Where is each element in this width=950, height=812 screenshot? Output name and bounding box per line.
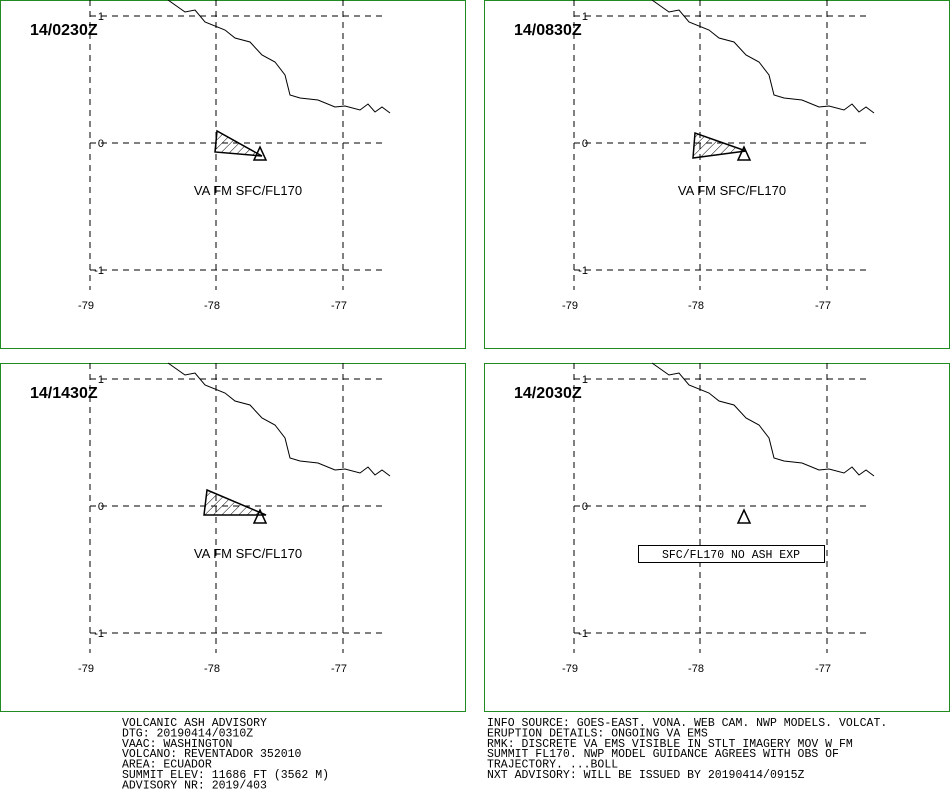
- lon-label: -79: [562, 300, 578, 312]
- coastline: [167, 362, 391, 477]
- panel-border: [0, 0, 466, 349]
- lat-label: 1: [582, 374, 588, 386]
- panel-border: [484, 0, 950, 349]
- coastline: [167, 0, 391, 114]
- volcano-symbol: [736, 508, 752, 524]
- footer-line: VAAC: WASHINGTON: [122, 738, 232, 751]
- volcano-symbol: [252, 508, 268, 524]
- lat-label: 0: [582, 138, 588, 150]
- lon-label: -77: [815, 300, 831, 312]
- footer-line: INFO SOURCE: GOES-EAST. VONA. WEB CAM. N…: [487, 717, 887, 730]
- ash-area: [203, 488, 267, 516]
- footer-line: AREA: ECUADOR: [122, 759, 212, 772]
- lat-label: -1: [578, 265, 588, 277]
- ash-annotation: VA FM SFC/FL170: [678, 183, 786, 198]
- valid-time: 14/0230Z: [30, 22, 98, 39]
- lon-label: -78: [204, 663, 220, 675]
- footer-line: NXT ADVISORY: WILL BE ISSUED BY 20190414…: [487, 769, 805, 782]
- footer-line: RMK: DISCRETE VA EMS VISIBLE IN STLT IMA…: [487, 738, 853, 751]
- footer-line: DTG: 20190414/0310Z: [122, 727, 253, 740]
- lon-label: -78: [688, 663, 704, 675]
- ash-annotation: VA FM SFC/FL170: [194, 183, 302, 198]
- footer-line: TRAJECTORY. ...BOLL: [487, 759, 618, 772]
- lon-label: -77: [331, 300, 347, 312]
- map-panel: 1 0 -1 -79 -78 -77 14/2030Z SFC/FL170 NO ASH EX…: [484, 362, 950, 712]
- panel-border: [484, 363, 950, 712]
- footer-line: VOLCANO: REVENTADOR 352010: [122, 748, 302, 761]
- lon-label: -77: [331, 663, 347, 675]
- panel-border: [0, 363, 466, 712]
- coastline: [651, 362, 875, 477]
- lon-label: -79: [78, 663, 94, 675]
- map-panel: 1 0 -1 -79 -78 -77 14/0230Z VA FM SFC/FL170: [0, 0, 466, 349]
- volcano-symbol: [736, 145, 752, 161]
- lon-label: -79: [78, 300, 94, 312]
- ash-area: [214, 129, 263, 157]
- lat-label: 1: [98, 374, 104, 386]
- map-panel: 1 0 -1 -79 -78 -77 14/0830Z VA FM SFC/FL170: [484, 0, 950, 349]
- lon-label: -78: [204, 300, 220, 312]
- volcano-symbol: [252, 145, 268, 161]
- ash-area: [692, 131, 747, 159]
- lat-label: -1: [578, 628, 588, 640]
- footer-line: ERUPTION DETAILS: ONGOING VA EMS: [487, 727, 708, 740]
- valid-time: 14/1430Z: [30, 385, 98, 402]
- footer-line: SUMMIT ELEV: 11686 FT (3562 M): [122, 769, 329, 782]
- lat-label: 0: [98, 138, 104, 150]
- no-ash-annotation: SFC/FL170 NO ASH EXP: [662, 549, 800, 562]
- lon-label: -78: [688, 300, 704, 312]
- valid-time: 14/2030Z: [514, 385, 582, 402]
- lat-label: 0: [582, 501, 588, 513]
- lat-label: 0: [98, 501, 104, 513]
- lat-label: 1: [98, 11, 104, 23]
- annotation-box: [638, 545, 825, 563]
- coastline: [651, 0, 875, 114]
- footer-line: VOLCANIC ASH ADVISORY: [122, 717, 267, 730]
- lat-label: -1: [94, 628, 104, 640]
- footer-line: ADVISORY NR: 2019/403: [122, 779, 267, 792]
- lat-label: -1: [94, 265, 104, 277]
- map-panel: 1 0 -1 -79 -78 -77 14/1430Z VA FM SFC/FL170: [0, 362, 466, 712]
- lon-label: -77: [815, 663, 831, 675]
- lon-label: -79: [562, 663, 578, 675]
- valid-time: 14/0830Z: [514, 22, 582, 39]
- lat-label: 1: [582, 11, 588, 23]
- footer-line: SUMMIT FL170. NWP MODEL GUIDANCE AGREES …: [487, 748, 839, 761]
- ash-annotation: VA FM SFC/FL170: [194, 546, 302, 561]
